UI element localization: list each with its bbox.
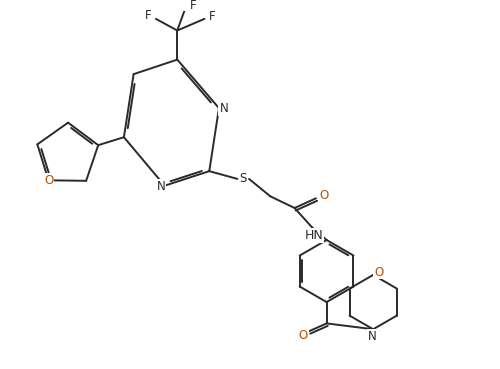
Text: F: F — [210, 10, 216, 24]
Text: O: O — [374, 266, 384, 279]
Text: HN: HN — [304, 229, 324, 242]
Text: N: N — [156, 180, 165, 193]
Text: N: N — [220, 101, 228, 115]
Text: F: F — [190, 0, 196, 12]
Text: O: O — [298, 328, 308, 342]
Text: O: O — [319, 189, 328, 202]
Text: N: N — [368, 330, 376, 342]
Text: F: F — [144, 10, 151, 23]
Text: S: S — [240, 172, 247, 185]
Text: O: O — [44, 174, 53, 187]
